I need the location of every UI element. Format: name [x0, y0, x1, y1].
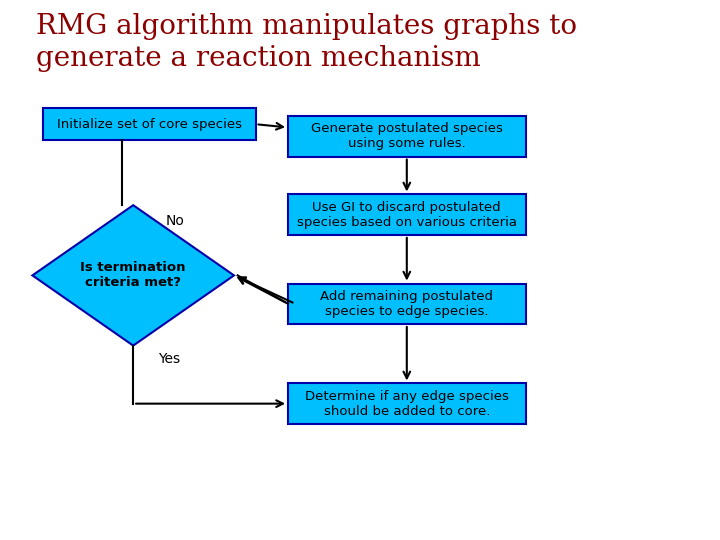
Text: Determine if any edge species
should be added to core.: Determine if any edge species should be …: [305, 390, 509, 417]
FancyBboxPatch shape: [43, 108, 256, 140]
FancyBboxPatch shape: [288, 383, 526, 424]
Text: Is termination
criteria met?: Is termination criteria met?: [81, 261, 186, 289]
Text: No: No: [166, 214, 184, 228]
FancyBboxPatch shape: [288, 116, 526, 157]
Text: Add remaining postulated
species to edge species.: Add remaining postulated species to edge…: [320, 290, 493, 318]
Text: Use GI to discard postulated
species based on various criteria: Use GI to discard postulated species bas…: [297, 201, 517, 228]
Text: RMG algorithm manipulates graphs to
generate a reaction mechanism: RMG algorithm manipulates graphs to gene…: [36, 14, 577, 72]
Text: Initialize set of core species: Initialize set of core species: [57, 118, 242, 131]
FancyBboxPatch shape: [288, 284, 526, 324]
Text: Generate postulated species
using some rules.: Generate postulated species using some r…: [311, 123, 503, 150]
FancyBboxPatch shape: [288, 194, 526, 235]
Polygon shape: [32, 205, 234, 346]
Text: Yes: Yes: [158, 352, 181, 366]
